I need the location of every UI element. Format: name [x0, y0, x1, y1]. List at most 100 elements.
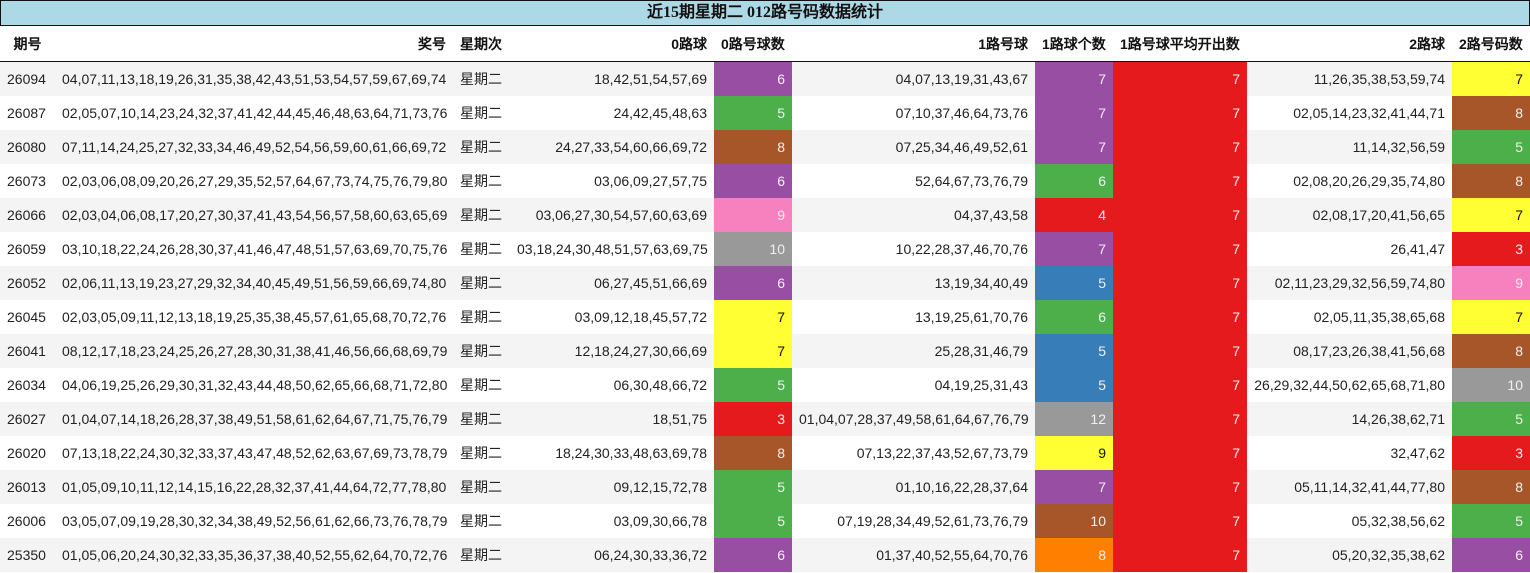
- route1-avg-cell: 7: [1113, 198, 1247, 232]
- route1-numbers-cell: 07,13,22,37,43,52,67,73,79: [792, 436, 1035, 470]
- table-row: 26080 07,11,14,24,25,27,32,33,34,46,49,52…: [0, 130, 1530, 164]
- route2-numbers-cell: 14,26,38,62,71: [1247, 402, 1452, 436]
- col-header-route1-count: 1路球个数: [1035, 26, 1113, 62]
- route0-count-cell: 5: [714, 368, 792, 402]
- route2-numbers-cell: 26,29,32,44,50,62,65,68,71,80: [1247, 368, 1452, 402]
- period-cell: 26006: [0, 504, 55, 538]
- route2-count-cell: 8: [1452, 334, 1530, 368]
- route0-numbers-cell: 24,42,45,48,63: [510, 96, 714, 130]
- route0-numbers-cell: 03,06,09,27,57,75: [510, 164, 714, 198]
- route2-count-cell: 9: [1452, 266, 1530, 300]
- route1-avg-cell: 7: [1113, 266, 1247, 300]
- table-row: 26066 02,03,04,06,08,17,20,27,30,37,41,43…: [0, 198, 1530, 232]
- route2-numbers-cell: 08,17,23,26,38,41,56,68: [1247, 334, 1452, 368]
- period-cell: 26073: [0, 164, 55, 198]
- route2-count-cell: 7: [1452, 198, 1530, 232]
- winning-numbers-cell: 02,03,04,06,08,17,20,27,30,37,41,43,54,5…: [55, 198, 453, 232]
- route1-numbers-cell: 52,64,67,73,76,79: [792, 164, 1035, 198]
- table-row: 26045 02,03,05,09,11,12,13,18,19,25,35,38…: [0, 300, 1530, 334]
- period-cell: 26045: [0, 300, 55, 334]
- period-cell: 26087: [0, 96, 55, 130]
- winning-numbers-cell: 03,05,07,09,19,28,30,32,34,38,49,52,56,6…: [55, 504, 453, 538]
- route0-numbers-cell: 06,30,48,66,72: [510, 368, 714, 402]
- winning-numbers-cell: 03,10,18,22,24,26,28,30,37,41,46,47,48,5…: [55, 232, 453, 266]
- winning-numbers-cell: 01,05,06,20,24,30,32,33,35,36,37,38,40,5…: [55, 538, 453, 572]
- period-cell: 26094: [0, 61, 55, 96]
- route0-count-cell: 5: [714, 504, 792, 538]
- table-title: 近15期星期二 012路号码数据统计: [0, 0, 1530, 26]
- route1-count-cell: 4: [1035, 198, 1113, 232]
- route2-numbers-cell: 05,32,38,56,62: [1247, 504, 1452, 538]
- weekday-cell: 星期二: [453, 538, 510, 572]
- table-row: 26059 03,10,18,22,24,26,28,30,37,41,46,47…: [0, 232, 1530, 266]
- route0-numbers-cell: 12,18,24,27,30,66,69: [510, 334, 714, 368]
- route0-numbers-cell: 24,27,33,54,60,66,69,72: [510, 130, 714, 164]
- period-cell: 25350: [0, 538, 55, 572]
- route1-avg-cell: 7: [1113, 232, 1247, 266]
- col-header-route1: 1路号球: [792, 26, 1035, 62]
- route2-count-cell: 8: [1452, 164, 1530, 198]
- route1-count-cell: 12: [1035, 402, 1113, 436]
- period-cell: 26020: [0, 436, 55, 470]
- route1-count-cell: 5: [1035, 334, 1113, 368]
- col-header-route0-count: 0路号球数: [714, 26, 792, 62]
- route1-count-cell: 7: [1035, 61, 1113, 96]
- table-row: 25350 01,05,06,20,24,30,32,33,35,36,37,38…: [0, 538, 1530, 572]
- route1-count-cell: 5: [1035, 368, 1113, 402]
- period-cell: 26080: [0, 130, 55, 164]
- period-cell: 26059: [0, 232, 55, 266]
- col-header-route2: 2路球: [1247, 26, 1452, 62]
- route0-numbers-cell: 06,27,45,51,66,69: [510, 266, 714, 300]
- route2-numbers-cell: 02,11,23,29,32,56,59,74,80: [1247, 266, 1452, 300]
- route1-avg-cell: 7: [1113, 402, 1247, 436]
- period-cell: 26041: [0, 334, 55, 368]
- route0-count-cell: 6: [714, 61, 792, 96]
- period-cell: 26013: [0, 470, 55, 504]
- route0-count-cell: 7: [714, 334, 792, 368]
- route1-count-cell: 7: [1035, 96, 1113, 130]
- table-row: 26087 02,05,07,10,14,23,24,32,37,41,42,44…: [0, 96, 1530, 130]
- route0-numbers-cell: 03,09,30,66,78: [510, 504, 714, 538]
- route0-count-cell: 9: [714, 198, 792, 232]
- route2-count-cell: 8: [1452, 96, 1530, 130]
- route2-count-cell: 5: [1452, 504, 1530, 538]
- route0-count-cell: 10: [714, 232, 792, 266]
- route1-avg-cell: 7: [1113, 504, 1247, 538]
- table-row: 26006 03,05,07,09,19,28,30,32,34,38,49,52…: [0, 504, 1530, 538]
- route1-numbers-cell: 07,25,34,46,49,52,61: [792, 130, 1035, 164]
- winning-numbers-cell: 04,07,11,13,18,19,26,31,35,38,42,43,51,5…: [55, 61, 453, 96]
- weekday-cell: 星期二: [453, 61, 510, 96]
- route0-numbers-cell: 03,09,12,18,45,57,72: [510, 300, 714, 334]
- route1-count-cell: 10: [1035, 504, 1113, 538]
- route0-numbers-cell: 03,18,24,30,48,51,57,63,69,75: [510, 232, 714, 266]
- winning-numbers-cell: 07,11,14,24,25,27,32,33,34,46,49,52,54,5…: [55, 130, 453, 164]
- route2-count-cell: 10: [1452, 368, 1530, 402]
- period-cell: 26027: [0, 402, 55, 436]
- route2-count-cell: 7: [1452, 61, 1530, 96]
- route2-numbers-cell: 02,05,11,35,38,65,68: [1247, 300, 1452, 334]
- route1-numbers-cell: 01,10,16,22,28,37,64: [792, 470, 1035, 504]
- route1-numbers-cell: 10,22,28,37,46,70,76: [792, 232, 1035, 266]
- winning-numbers-cell: 04,06,19,25,26,29,30,31,32,43,44,48,50,6…: [55, 368, 453, 402]
- route2-numbers-cell: 05,20,32,35,38,62: [1247, 538, 1452, 572]
- route2-count-cell: 3: [1452, 232, 1530, 266]
- col-header-route2-count: 2路号码数: [1452, 26, 1530, 62]
- header-row: 期号 奖号 星期次 0路球 0路号球数 1路号球 1路球个数 1路号球平均开出数…: [0, 26, 1530, 62]
- winning-numbers-cell: 02,03,05,09,11,12,13,18,19,25,35,38,45,5…: [55, 300, 453, 334]
- stats-table: 期号 奖号 星期次 0路球 0路号球数 1路号球 1路球个数 1路号球平均开出数…: [0, 26, 1530, 572]
- route2-numbers-cell: 05,11,14,32,41,44,77,80: [1247, 470, 1452, 504]
- weekday-cell: 星期二: [453, 504, 510, 538]
- route0-numbers-cell: 18,24,30,33,48,63,69,78: [510, 436, 714, 470]
- route1-avg-cell: 7: [1113, 436, 1247, 470]
- route2-count-cell: 8: [1452, 470, 1530, 504]
- route2-numbers-cell: 02,05,14,23,32,41,44,71: [1247, 96, 1452, 130]
- winning-numbers-cell: 02,03,06,08,09,20,26,27,29,35,52,57,64,6…: [55, 164, 453, 198]
- col-header-period: 期号: [0, 26, 55, 62]
- route2-count-cell: 6: [1452, 538, 1530, 572]
- route1-avg-cell: 7: [1113, 368, 1247, 402]
- weekday-cell: 星期二: [453, 96, 510, 130]
- winning-numbers-cell: 02,06,11,13,19,23,27,29,32,34,40,45,49,5…: [55, 266, 453, 300]
- period-cell: 26066: [0, 198, 55, 232]
- route2-numbers-cell: 02,08,20,26,29,35,74,80: [1247, 164, 1452, 198]
- route2-numbers-cell: 02,08,17,20,41,56,65: [1247, 198, 1452, 232]
